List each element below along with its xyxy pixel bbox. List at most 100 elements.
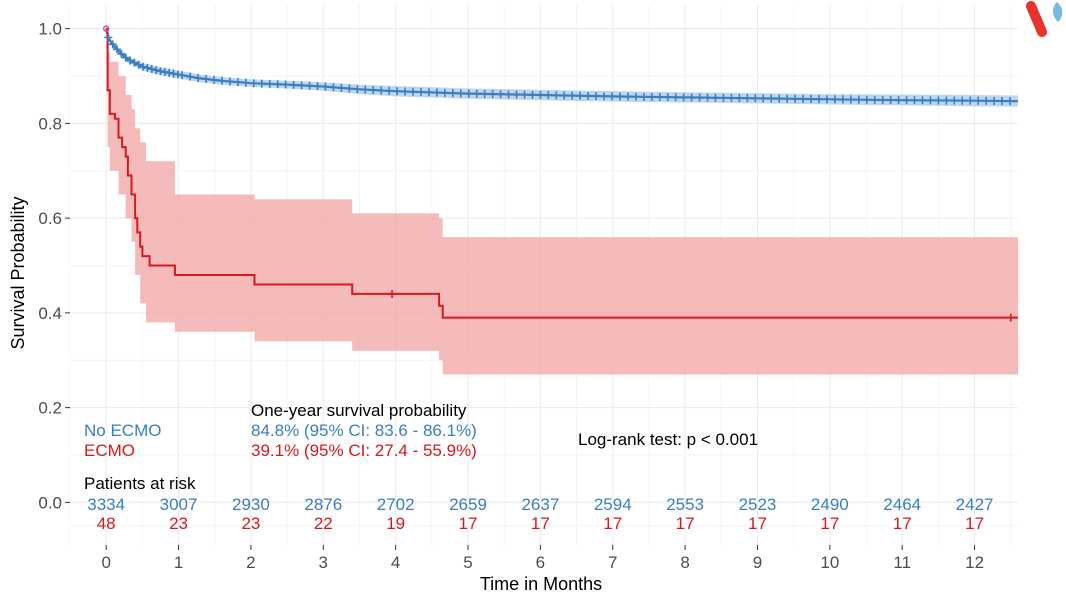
x-tick-label: 0 (101, 553, 110, 572)
censor-mark-no-ecmo (711, 93, 720, 102)
censor-mark-no-ecmo (210, 75, 219, 84)
logrank-test: Log-rank test: p < 0.001 (578, 430, 758, 449)
censor-mark-no-ecmo (743, 94, 752, 103)
censor-mark-no-ecmo (886, 96, 895, 105)
censor-mark-no-ecmo (416, 88, 425, 97)
censor-mark-no-ecmo (121, 53, 130, 62)
censor-mark-no-ecmo (958, 96, 967, 105)
one-year-header: One-year survival probability (251, 401, 467, 420)
at-risk-ecmo: 22 (314, 514, 333, 533)
x-tick-label: 4 (391, 553, 400, 572)
y-tick-label: 1.0 (38, 20, 62, 39)
at-risk-no-ecmo: 2876 (304, 495, 342, 514)
censor-mark-no-ecmo (440, 88, 449, 97)
censor-mark-no-ecmo (695, 93, 704, 102)
censor-mark-no-ecmo (615, 92, 624, 101)
at-risk-ecmo: 23 (241, 514, 260, 533)
censor-mark-no-ecmo (687, 93, 696, 102)
at-risk-no-ecmo: 2930 (232, 495, 270, 514)
at-risk-no-ecmo: 2594 (594, 495, 632, 514)
start-point (102, 25, 110, 32)
censor-mark-no-ecmo (472, 89, 481, 98)
censor-mark-no-ecmo (143, 63, 152, 72)
censor-marks (104, 33, 1015, 322)
at-risk-ecmo: 17 (459, 514, 478, 533)
censor-mark-no-ecmo (480, 89, 489, 98)
censor-mark-no-ecmo (241, 78, 250, 87)
censor-mark-no-ecmo (424, 88, 433, 97)
censor-mark-no-ecmo (265, 79, 274, 88)
censor-mark-no-ecmo (249, 79, 258, 88)
censor-mark-no-ecmo (281, 80, 290, 89)
censor-mark-no-ecmo (647, 92, 656, 101)
y-tick-label: 0.4 (38, 304, 62, 323)
censor-mark-no-ecmo (108, 40, 117, 49)
censor-mark-no-ecmo (623, 92, 632, 101)
censor-mark-no-ecmo (950, 96, 959, 105)
censor-mark-no-ecmo (783, 94, 792, 103)
censor-mark-no-ecmo (759, 94, 768, 103)
censor-mark-no-ecmo (393, 87, 402, 96)
censor-mark-no-ecmo (838, 95, 847, 104)
at-risk-ecmo: 17 (748, 514, 767, 533)
censor-mark-no-ecmo (305, 81, 314, 90)
censor-mark-no-ecmo (401, 87, 410, 96)
at-risk-no-ecmo: 3334 (87, 495, 125, 514)
censor-mark-no-ecmo (926, 96, 935, 105)
y-tick-label: 0.6 (38, 209, 62, 228)
censor-mark-no-ecmo (934, 96, 943, 105)
censor-mark-no-ecmo (631, 92, 640, 101)
censor-mark-no-ecmo (894, 96, 903, 105)
censor-mark-no-ecmo (126, 56, 135, 65)
censor-mark-no-ecmo (902, 96, 911, 105)
censor-mark-no-ecmo (767, 94, 776, 103)
censor-mark-no-ecmo (156, 67, 165, 76)
logo-blue-drop (1052, 2, 1063, 22)
censor-mark-no-ecmo (639, 92, 648, 101)
at-risk-ecmo: 17 (965, 514, 984, 533)
censor-mark-no-ecmo (544, 91, 553, 100)
at-risk-ecmo: 23 (169, 514, 188, 533)
censor-mark-no-ecmo (671, 93, 680, 102)
censor-mark-ecmo (1006, 313, 1015, 322)
censor-mark-no-ecmo (608, 92, 617, 101)
at-risk-no-ecmo: 2637 (521, 495, 559, 514)
censor-mark-no-ecmo (139, 62, 148, 71)
censor-mark-no-ecmo (409, 87, 418, 96)
censor-mark-ecmo (388, 289, 397, 298)
censor-mark-no-ecmo (822, 95, 831, 104)
censor-mark-no-ecmo (870, 95, 879, 104)
censor-mark-no-ecmo (194, 74, 203, 83)
censor-mark-no-ecmo (273, 80, 282, 89)
censor-mark-no-ecmo (169, 69, 178, 78)
at-risk-no-ecmo: 2659 (449, 495, 487, 514)
x-tick-label: 12 (965, 553, 984, 572)
x-tick-label: 8 (680, 553, 689, 572)
logo-red-stroke (1026, 1, 1047, 37)
censor-mark-no-ecmo (113, 45, 122, 54)
y-axis-title: Survival Probability (8, 196, 28, 349)
y-tick-label: 0.8 (38, 114, 62, 133)
censor-mark-no-ecmo (377, 86, 386, 95)
censor-mark-no-ecmo (942, 96, 951, 105)
at-risk-no-ecmo: 2553 (666, 495, 704, 514)
censor-mark-no-ecmo (830, 95, 839, 104)
censor-mark-no-ecmo (807, 95, 816, 104)
censor-mark-no-ecmo (289, 80, 298, 89)
brand-logo (1026, 1, 1063, 37)
one-year-ecmo: 39.1% (95% CI: 27.4 - 55.9%) (251, 441, 477, 460)
censor-mark-no-ecmo (353, 85, 362, 94)
y-axis-ticks: 0.0 0.2 0.4 0.6 0.8 1.0 (38, 20, 70, 512)
at-risk-ecmo: 17 (676, 514, 695, 533)
y-tick-label: 0.0 (38, 493, 62, 512)
at-risk-no-ecmo: 3007 (160, 495, 198, 514)
censor-mark-no-ecmo (202, 75, 211, 84)
at-risk-no-ecmo: 2427 (956, 495, 994, 514)
censor-mark-no-ecmo (152, 66, 161, 75)
censor-mark-no-ecmo (536, 91, 545, 99)
censor-mark-no-ecmo (321, 82, 330, 91)
censor-mark-no-ecmo (679, 93, 688, 102)
x-tick-label: 5 (463, 553, 472, 572)
legend-no-ecmo: No ECMO (84, 421, 161, 440)
x-axis-ticks: 0 1 2 3 4 5 6 7 8 9 10 11 12 (101, 545, 984, 572)
